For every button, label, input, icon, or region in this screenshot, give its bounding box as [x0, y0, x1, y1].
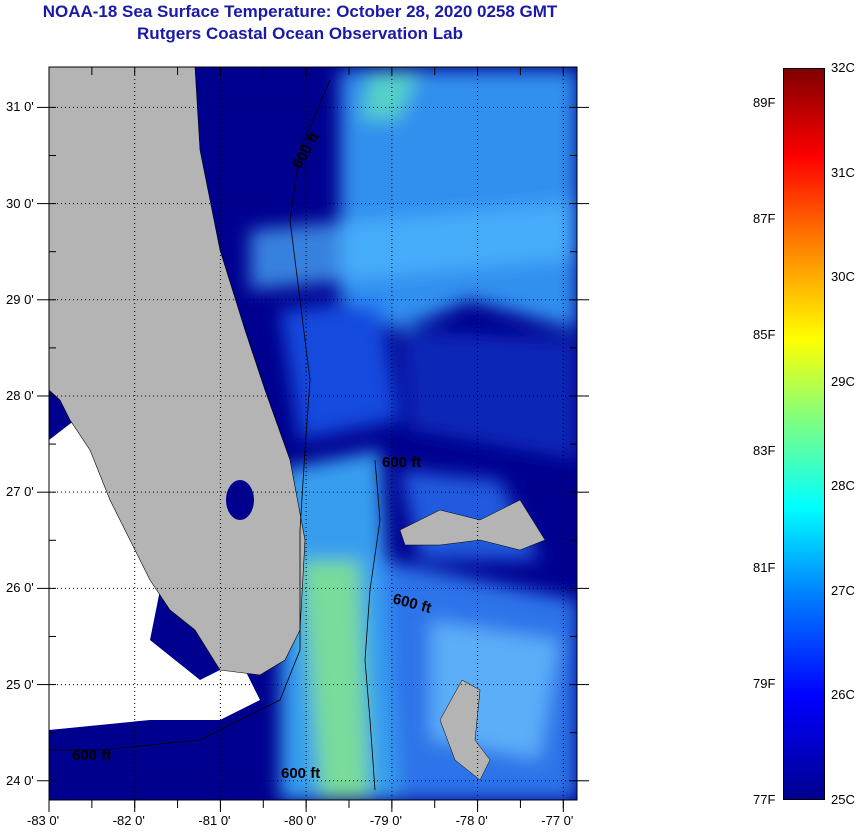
graticule — [49, 67, 577, 800]
lon-tick-label: -77 0' — [541, 813, 574, 828]
lon-tick-label: -79 0' — [369, 813, 402, 828]
colorbar-fahrenheit-label: 83F — [753, 443, 776, 459]
isobath-600ft-bahamas — [364, 459, 381, 791]
contour-label: 600 ft — [382, 454, 421, 471]
florida-landmass — [49, 67, 306, 676]
isobath-600ft-florida — [49, 79, 331, 751]
lat-tick-label: 26 0' — [6, 580, 34, 596]
colorbar-celsius-label: 25C — [831, 792, 855, 807]
lon-tick-label: -80 0' — [284, 813, 317, 828]
colorbar-fahrenheit-label: 87F — [753, 211, 776, 227]
colorbar-celsius-label: 32C — [831, 60, 855, 75]
no-data-region — [49, 420, 260, 800]
no-data-region-2 — [49, 280, 130, 720]
lon-tick-label: -81 0' — [198, 813, 231, 828]
colorbar-celsius-label: 27C — [831, 582, 855, 598]
colorbar — [783, 68, 825, 800]
colorbar-fahrenheit-label: 77F — [753, 792, 776, 807]
lat-tick-label: 29 0' — [6, 291, 34, 307]
lat-tick-label: 24 0' — [6, 772, 34, 788]
map-frame — [48, 66, 578, 801]
lat-tick-label: 27 0' — [6, 484, 34, 500]
colorbar-celsius-label: 30C — [831, 269, 855, 285]
colorbar-fahrenheit-label: 79F — [753, 675, 776, 691]
lat-tick-label: 30 0' — [6, 195, 34, 211]
contour-label: 600 ft — [72, 747, 111, 764]
lon-tick-label: -83 0' — [27, 813, 60, 828]
colorbar-fahrenheit-label: 85F — [753, 327, 776, 343]
axis-ticks — [37, 67, 589, 812]
map-subtitle: Rutgers Coastal Ocean Observation Lab — [137, 24, 463, 43]
lon-tick-label: -78 0' — [455, 813, 488, 828]
lat-tick-label: 28 0' — [6, 387, 34, 403]
lon-tick-label: -82 0' — [112, 813, 145, 828]
colorbar-celsius-label: 29C — [831, 373, 855, 389]
lake-okeechobee — [226, 480, 254, 520]
lat-tick-label: 25 0' — [6, 676, 34, 692]
colorbar-celsius-label: 28C — [831, 478, 855, 494]
colorbar-fahrenheit-label: 89F — [753, 94, 776, 110]
bahamas-grand-bahama — [399, 499, 546, 551]
colorbar-celsius-label: 26C — [831, 687, 855, 703]
contour-label: 600 ft — [281, 765, 320, 782]
colorbar-celsius-label: 31C — [831, 164, 855, 180]
lat-tick-label: 31 0' — [6, 99, 34, 115]
colorbar-fahrenheit-label: 81F — [753, 559, 776, 575]
map-title: NOAA-18 Sea Surface Temperature: October… — [42, 2, 558, 21]
